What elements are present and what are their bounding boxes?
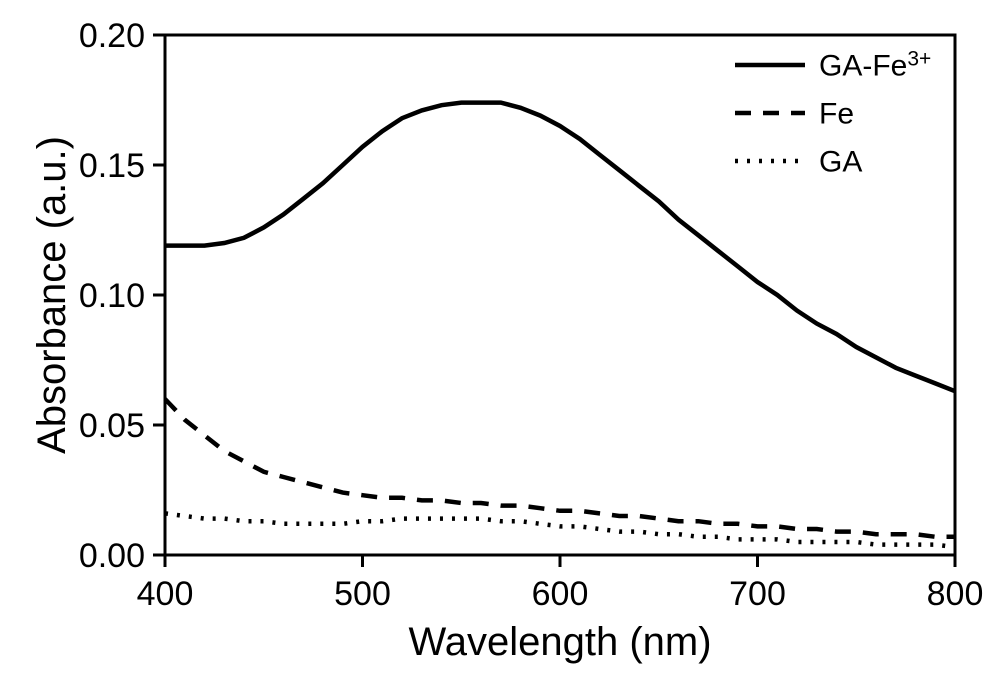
x-axis-title: Wavelength (nm) bbox=[408, 620, 711, 664]
legend-label-2: GA bbox=[819, 146, 862, 179]
y-axis-title: Absorbance (a.u.) bbox=[30, 136, 74, 454]
x-tick-label: 700 bbox=[729, 575, 786, 613]
x-tick-label: 600 bbox=[532, 575, 589, 613]
absorbance-chart: 400 500 600 700 800 0.00 0.05 0.10 0.15 0.20 Wavel… bbox=[0, 0, 1000, 688]
chart-svg: 400 500 600 700 800 0.00 0.05 0.10 0.15 0.20 Wavel… bbox=[0, 0, 1000, 688]
legend-label-0: GA-Fe3+ bbox=[819, 48, 931, 83]
y-tick-label: 0.05 bbox=[79, 407, 145, 445]
y-tick-label: 0.00 bbox=[79, 537, 145, 575]
series-line-1 bbox=[165, 399, 955, 537]
x-tick-label: 400 bbox=[137, 575, 194, 613]
x-tick-label: 500 bbox=[334, 575, 391, 613]
legend-label-1: Fe bbox=[819, 98, 854, 131]
y-tick-label: 0.10 bbox=[79, 277, 145, 315]
x-tick-label: 800 bbox=[927, 575, 984, 613]
y-tick-label: 0.15 bbox=[79, 147, 145, 185]
y-tick-label: 0.20 bbox=[79, 17, 145, 55]
